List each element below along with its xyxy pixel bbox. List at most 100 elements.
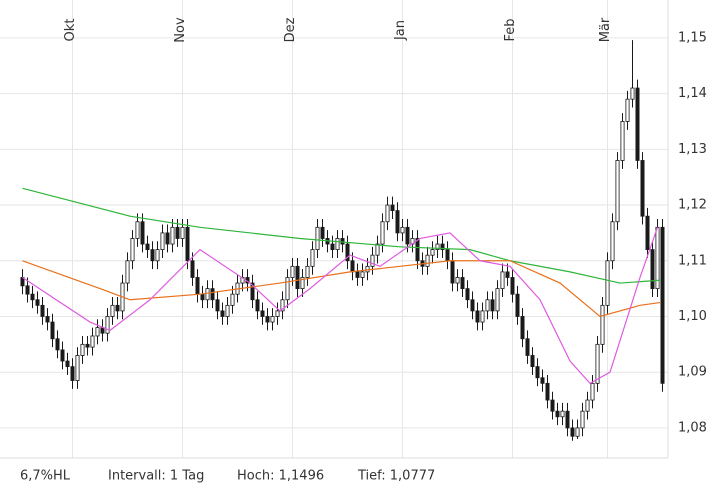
candle-body [540,377,545,384]
candle-body [630,87,635,100]
candle-body [425,254,430,267]
candle-body [605,260,610,306]
candle-body [60,349,65,362]
candle-body [620,121,625,161]
candle-body [75,355,80,381]
candle-body [80,343,85,356]
candle-body [475,310,480,323]
candle-body [265,316,270,323]
candle-body [50,321,55,340]
candle-body [220,310,225,317]
candle-body [515,293,520,317]
candle-body [640,160,645,217]
candle-body [430,249,435,256]
candle-body [160,232,165,251]
candle-body [365,265,370,273]
candle-body [280,299,285,312]
y-tick-label: 1,12 [678,198,707,213]
candle-body [455,277,460,284]
candle-body [55,338,60,351]
candle-body [95,327,100,337]
y-tick-label: 1,11 [678,253,707,268]
candle-body [215,299,220,312]
candle-body [310,249,315,267]
candle-body [555,410,560,418]
candle-body [650,249,655,290]
candle-body [115,304,120,312]
candle-body [415,238,420,262]
candle-body [400,226,405,234]
candle-body [90,335,95,348]
candle-body [390,204,395,212]
candle-body [350,260,355,273]
candle-body [615,160,620,223]
x-tick-label: Nov [173,17,188,43]
candle-body [485,299,490,312]
x-tick-label: Feb [503,18,518,41]
candle-body [575,427,580,437]
candle-body [175,226,180,239]
candle-body [460,277,465,290]
candle-body [565,410,570,429]
candle-body [195,277,200,295]
candle-body [635,87,640,161]
candle-body [105,316,110,334]
candle-body [30,293,35,301]
candle-body [225,304,230,317]
candle-body [450,260,455,284]
candle-body [370,254,375,267]
x-tick-label: Okt [63,19,78,42]
candle-body [45,316,50,323]
y-tick-label: 1,08 [678,420,707,435]
y-tick-label: 1,09 [678,365,707,380]
candle-body [180,226,185,239]
y-tick-label: 1,13 [678,142,707,157]
candle-body [380,221,385,245]
moving-average-line [22,227,659,385]
candle-body [185,226,190,262]
candle-body [580,410,585,429]
y-tick-label: 1,14 [678,86,707,101]
candle-body [375,243,380,256]
candle-body [445,249,450,262]
candle-body [570,427,575,437]
candle-body [330,243,335,251]
candle-body [315,226,320,251]
candle-body [355,271,360,278]
candle-body [435,243,440,251]
candle-body [465,288,470,301]
candle-body [70,366,75,381]
candle-body [500,271,505,290]
candle-body [600,304,605,345]
candle-body [275,310,280,317]
candle-body [560,410,565,418]
candle-body [545,382,550,401]
candle-body [285,277,290,301]
candle-body [525,338,530,356]
candle-body [590,382,595,401]
candle-body [210,288,215,301]
candle-body [385,204,390,223]
y-tick-label: 1,15 [678,30,707,45]
candle-body [495,288,500,312]
moving-average-line [22,187,661,284]
candle-body [150,249,155,262]
candle-body [65,360,70,368]
candle-body [85,343,90,348]
candle-body [155,249,160,262]
candle-body [405,226,410,245]
candle-body [340,238,345,245]
candle-body [100,327,105,334]
candle-body [335,238,340,251]
candle-body [520,316,525,340]
candle-body [535,366,540,379]
candle-body [145,243,150,251]
candle-body [490,299,495,312]
candle-body [595,343,600,384]
candle-body [645,215,650,251]
candle-body [140,221,145,245]
candle-body [25,285,30,295]
candle-body [205,288,210,301]
candle-body [530,355,535,368]
